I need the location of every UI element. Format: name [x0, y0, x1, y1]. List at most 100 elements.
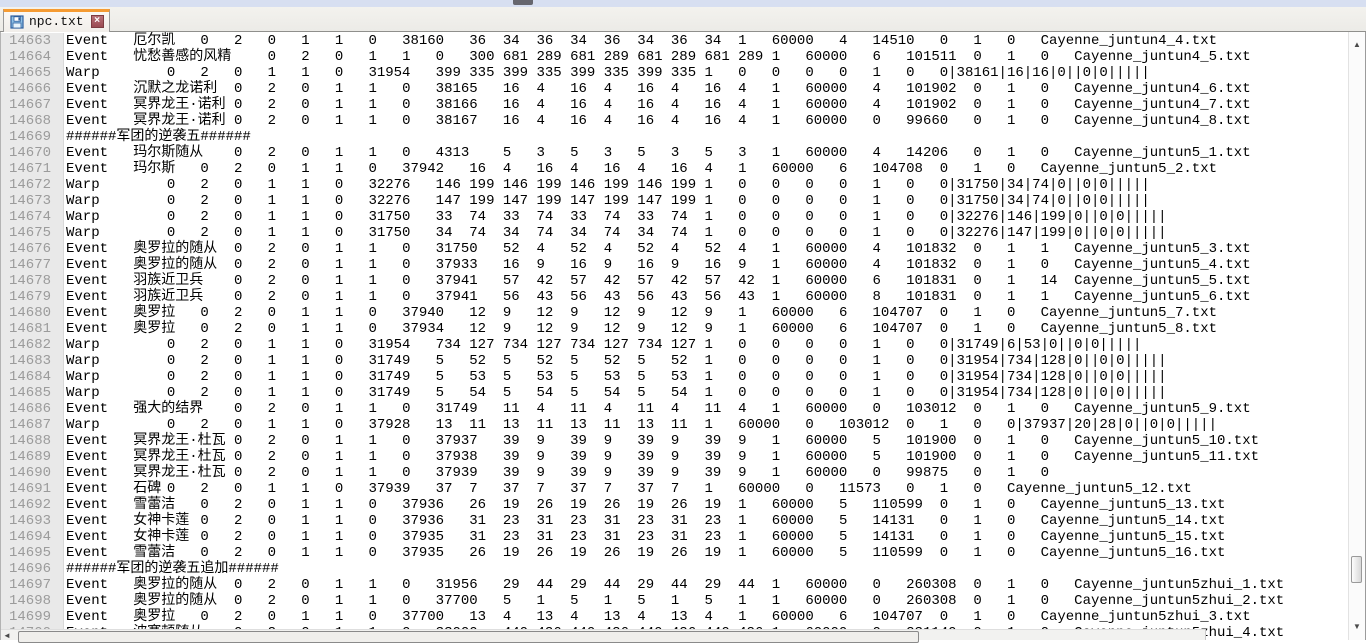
line-number: 14680: [1, 305, 64, 321]
editor-line: 14670 Event 玛尔斯随从 0 2 0 1 1 0 4313 5 3 5…: [1, 145, 1366, 161]
line-text[interactable]: Event 冥界龙王·杜瓦 0 2 0 1 1 0 37939 39 9 39 …: [66, 465, 1049, 481]
line-text[interactable]: Warp 0 2 0 1 1 0 32276 147 199 147 199 1…: [66, 193, 1150, 209]
editor-line: 14673 Warp 0 2 0 1 1 0 32276 147 199 147…: [1, 193, 1366, 209]
line-number: 14679: [1, 289, 64, 305]
line-number: 14684: [1, 369, 64, 385]
horizontal-scrollbar[interactable]: ◄: [1, 629, 1206, 643]
tab-label: npc.txt: [29, 14, 84, 29]
editor-line: 14669 ######军团的逆袭五######: [1, 129, 1366, 145]
line-text[interactable]: Warp 0 2 0 1 1 0 31954 399 335 399 335 3…: [66, 65, 1150, 81]
editor-line: 14695 Event 雪蕾洁 0 2 0 1 1 0 37935 26 19 …: [1, 545, 1366, 561]
horizontal-scrollbar-thumb[interactable]: [18, 631, 919, 643]
line-text[interactable]: Event 冥界龙王·诺利 0 2 0 1 1 0 38166 16 4 16 …: [66, 97, 1251, 113]
line-text[interactable]: Event 忧愁善感的风精 0 2 0 1 1 0 300 681 289 68…: [66, 49, 1251, 65]
line-text[interactable]: Event 强大的结界 0 2 0 1 1 0 31749 11 4 11 4 …: [66, 401, 1251, 417]
line-text[interactable]: Event 女神卡莲 0 2 0 1 1 0 37935 31 23 31 23…: [66, 529, 1226, 545]
line-text[interactable]: Event 奥罗拉的随从 0 2 0 1 1 0 37700 5 1 5 1 5…: [66, 593, 1285, 609]
line-text[interactable]: Event 冥界龙王·诺利 0 2 0 1 1 0 38167 16 4 16 …: [66, 113, 1251, 129]
editor-line: 14686 Event 强大的结界 0 2 0 1 1 0 31749 11 4…: [1, 401, 1366, 417]
line-text[interactable]: Event 奥罗拉 0 2 0 1 1 0 37934 12 9 12 9 12…: [66, 321, 1217, 337]
editor-line: 14674 Warp 0 2 0 1 1 0 31750 33 74 33 74…: [1, 209, 1366, 225]
tab-npc-txt[interactable]: npc.txt ×: [3, 9, 110, 32]
line-number: 14663: [1, 33, 64, 49]
line-text[interactable]: Warp 0 2 0 1 1 0 31954 734 127 734 127 7…: [66, 337, 1142, 353]
line-number: 14675: [1, 225, 64, 241]
editor-line: 14681 Event 奥罗拉 0 2 0 1 1 0 37934 12 9 1…: [1, 321, 1366, 337]
editor-line: 14683 Warp 0 2 0 1 1 0 31749 5 52 5 52 5…: [1, 353, 1366, 369]
scroll-left-icon[interactable]: ◄: [3, 631, 11, 640]
line-number: 14689: [1, 449, 64, 465]
vertical-scrollbar-thumb[interactable]: [1351, 556, 1362, 583]
editor-line: 14699 Event 奥罗拉 0 2 0 1 1 0 37700 13 4 1…: [1, 609, 1366, 625]
editor-line: 14679 Event 羽族近卫兵 0 2 0 1 1 0 37941 56 4…: [1, 289, 1366, 305]
line-text[interactable]: Warp 0 2 0 1 1 0 31750 33 74 33 74 33 74…: [66, 209, 1167, 225]
line-text[interactable]: Event 奥罗拉 0 2 0 1 1 0 37700 13 4 13 4 13…: [66, 609, 1251, 625]
line-number: 14667: [1, 97, 64, 113]
line-text[interactable]: Event 女神卡莲 0 2 0 1 1 0 37936 31 23 31 23…: [66, 513, 1226, 529]
line-number: 14695: [1, 545, 64, 561]
text-rows: 14663 Event 厄尔凯 0 2 0 1 1 0 38160 36 34 …: [1, 32, 1366, 640]
line-text[interactable]: Event 奥罗拉 0 2 0 1 1 0 37940 12 9 12 9 12…: [66, 305, 1217, 321]
line-text[interactable]: Event 玛尔斯 0 2 0 1 1 0 37942 16 4 16 4 16…: [66, 161, 1217, 177]
line-text[interactable]: Warp 0 2 0 1 1 0 32276 146 199 146 199 1…: [66, 177, 1150, 193]
editor-line: 14689 Event 冥界龙王·杜瓦 0 2 0 1 1 0 37938 39…: [1, 449, 1366, 465]
line-text[interactable]: ######军团的逆袭五######: [66, 129, 251, 145]
line-number: 14672: [1, 177, 64, 193]
line-text[interactable]: Event 奥罗拉的随从 0 2 0 1 1 0 37933 16 9 16 9…: [66, 257, 1251, 273]
editor-line: 14671 Event 玛尔斯 0 2 0 1 1 0 37942 16 4 1…: [1, 161, 1366, 177]
vertical-scrollbar[interactable]: ▲ ▼: [1348, 32, 1366, 640]
editor-line: 14680 Event 奥罗拉 0 2 0 1 1 0 37940 12 9 1…: [1, 305, 1366, 321]
line-text[interactable]: Event 雪蕾洁 0 2 0 1 1 0 37936 26 19 26 19 …: [66, 497, 1226, 513]
line-text[interactable]: ######军团的逆袭五追加######: [66, 561, 279, 577]
editor-line: 14672 Warp 0 2 0 1 1 0 32276 146 199 146…: [1, 177, 1366, 193]
editor-line: 14690 Event 冥界龙王·杜瓦 0 2 0 1 1 0 37939 39…: [1, 465, 1366, 481]
line-text[interactable]: Event 羽族近卫兵 0 2 0 1 1 0 37941 57 42 57 4…: [66, 273, 1251, 289]
line-text[interactable]: Warp 0 2 0 1 1 0 31749 5 52 5 52 5 52 5 …: [66, 353, 1167, 369]
window-titlebar: [0, 0, 1366, 7]
line-number: 14673: [1, 193, 64, 209]
close-icon[interactable]: ×: [90, 15, 104, 28]
line-text[interactable]: Event 冥界龙王·杜瓦 0 2 0 1 1 0 37937 39 9 39 …: [66, 433, 1260, 449]
line-number: 14688: [1, 433, 64, 449]
line-text[interactable]: Warp 0 2 0 1 1 0 31749 5 53 5 53 5 53 5 …: [66, 369, 1167, 385]
line-number: 14693: [1, 513, 64, 529]
line-text[interactable]: Event 冥界龙王·杜瓦 0 2 0 1 1 0 37938 39 9 39 …: [66, 449, 1260, 465]
line-number: 14674: [1, 209, 64, 225]
scroll-up-icon[interactable]: ▲: [1353, 40, 1361, 49]
editor-line: 14688 Event 冥界龙王·杜瓦 0 2 0 1 1 0 37937 39…: [1, 433, 1366, 449]
editor-line: 14684 Warp 0 2 0 1 1 0 31749 5 53 5 53 5…: [1, 369, 1366, 385]
line-text[interactable]: Event 石碑 0 2 0 1 1 0 37939 37 7 37 7 37 …: [66, 481, 1192, 497]
editor-line: 14666 Event 沉默之龙诺利 0 2 0 1 1 0 38165 16 …: [1, 81, 1366, 97]
editor-line: 14663 Event 厄尔凯 0 2 0 1 1 0 38160 36 34 …: [1, 33, 1366, 49]
save-icon: [10, 14, 24, 29]
line-text[interactable]: Event 厄尔凯 0 2 0 1 1 0 38160 36 34 36 34 …: [66, 33, 1217, 49]
line-number: 14698: [1, 593, 64, 609]
line-text[interactable]: Warp 0 2 0 1 1 0 31750 34 74 34 74 34 74…: [66, 225, 1167, 241]
line-number: 14664: [1, 49, 64, 65]
editor-line: 14692 Event 雪蕾洁 0 2 0 1 1 0 37936 26 19 …: [1, 497, 1366, 513]
scroll-down-icon[interactable]: ▼: [1353, 622, 1361, 631]
editor-line: 14667 Event 冥界龙王·诺利 0 2 0 1 1 0 38166 16…: [1, 97, 1366, 113]
line-text[interactable]: Warp 0 2 0 1 1 0 31749 5 54 5 54 5 54 5 …: [66, 385, 1167, 401]
line-text[interactable]: Event 奥罗拉的随从 0 2 0 1 1 0 31750 52 4 52 4…: [66, 241, 1251, 257]
line-number: 14682: [1, 337, 64, 353]
line-text[interactable]: Event 奥罗拉的随从 0 2 0 1 1 0 31956 29 44 29 …: [66, 577, 1285, 593]
line-number: 14678: [1, 273, 64, 289]
editor-line: 14664 Event 忧愁善感的风精 0 2 0 1 1 0 300 681 …: [1, 49, 1366, 65]
line-text[interactable]: Event 玛尔斯随从 0 2 0 1 1 0 4313 5 3 5 3 5 3…: [66, 145, 1251, 161]
editor-line: 14682 Warp 0 2 0 1 1 0 31954 734 127 734…: [1, 337, 1366, 353]
line-text[interactable]: Event 沉默之龙诺利 0 2 0 1 1 0 38165 16 4 16 4…: [66, 81, 1251, 97]
line-number: 14696: [1, 561, 64, 577]
editor-line: 14696 ######军团的逆袭五追加######: [1, 561, 1366, 577]
editor-line: 14691 Event 石碑 0 2 0 1 1 0 37939 37 7 37…: [1, 481, 1366, 497]
line-text[interactable]: Event 雪蕾洁 0 2 0 1 1 0 37935 26 19 26 19 …: [66, 545, 1226, 561]
line-text[interactable]: Event 羽族近卫兵 0 2 0 1 1 0 37941 56 43 56 4…: [66, 289, 1251, 305]
tab-bar: npc.txt ×: [0, 7, 1366, 32]
editor-line: 14678 Event 羽族近卫兵 0 2 0 1 1 0 37941 57 4…: [1, 273, 1366, 289]
line-number: 14677: [1, 257, 64, 273]
editor-line: 14697 Event 奥罗拉的随从 0 2 0 1 1 0 31956 29 …: [1, 577, 1366, 593]
line-number: 14671: [1, 161, 64, 177]
line-number: 14670: [1, 145, 64, 161]
line-text[interactable]: Warp 0 2 0 1 1 0 37928 13 11 13 11 13 11…: [66, 417, 1217, 433]
editor-line: 14687 Warp 0 2 0 1 1 0 37928 13 11 13 11…: [1, 417, 1366, 433]
